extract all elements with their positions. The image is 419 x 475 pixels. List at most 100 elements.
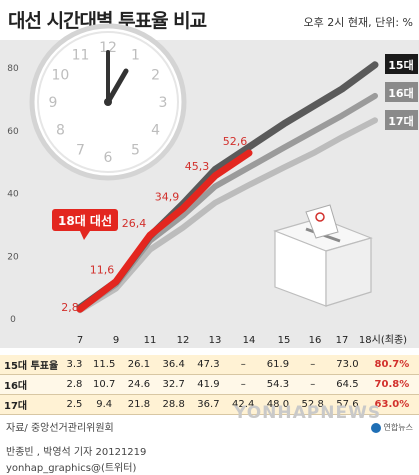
row-label: 16대 — [0, 374, 62, 395]
table-cell: 32.7 — [156, 374, 192, 395]
x-tick-label: 13 — [209, 335, 222, 346]
y-tick-label: 80 — [7, 64, 19, 74]
table-cell: 42.4 — [225, 394, 261, 415]
data-label: 34,9 — [155, 191, 180, 204]
clock-number: 1 — [131, 47, 140, 63]
data-label: 45,3 — [185, 160, 210, 173]
y-tick-label: 60 — [7, 127, 19, 137]
x-tick-label: 17 — [336, 335, 349, 346]
x-tick-label: 16 — [309, 335, 322, 346]
series-end-tag — [385, 54, 418, 74]
x-tick-label: 11 — [144, 335, 157, 346]
clock-number: 9 — [49, 95, 58, 111]
source-note: 자료/ 중앙선거관리위원회 — [6, 423, 114, 434]
footer: 자료/ 중앙선거관리위원회 반종빈 , 박영석 기자 20121219 yonh… — [0, 418, 419, 475]
table-cell: 52.8 — [295, 394, 331, 415]
table-cell: – — [295, 355, 331, 375]
table-cell: 73.0 — [330, 355, 365, 375]
x-tick-label: 18시(최종) — [359, 334, 407, 346]
table-cell: 61.9 — [260, 355, 296, 375]
table-row: 15대 투표율 3.3 11.5 26.1 36.4 47.3–61.9–73.0 80.7… — [0, 355, 419, 375]
table-row: 16대 2.8 10.7 24.6 32.7 41.9–54.3–64.5 70.8% — [0, 374, 419, 395]
table-cell: – — [225, 374, 261, 395]
table-cell: 11.5 — [86, 355, 122, 375]
table-cell: 36.7 — [191, 394, 226, 415]
table-cell: 2.8 — [62, 374, 87, 395]
legend-tag-label: 18대 대선 — [58, 213, 112, 228]
clock-number: 11 — [72, 47, 90, 63]
series-end-label: 17대 — [388, 114, 413, 128]
clock-number: 7 — [76, 143, 85, 159]
table-row: 17대 2.5 9.4 21.8 28.8 36.7 42.4 48.0 52.8 57.6 63.… — [0, 394, 419, 415]
clock-number: 4 — [151, 123, 160, 139]
table-cell: 57.6 — [330, 394, 365, 415]
series-end-label: 16대 — [388, 86, 413, 100]
logo-icon — [371, 422, 381, 433]
series-line — [76, 149, 253, 313]
clock-number: 3 — [159, 95, 168, 111]
clock-hour-hand — [105, 68, 129, 105]
table-cell: 41.9 — [191, 374, 226, 395]
y-axis: 0 20 40 60 80 — [7, 64, 19, 325]
series-line — [77, 117, 378, 314]
table-cell: 2.5 — [62, 394, 87, 415]
x-tick-label: 14 — [243, 335, 256, 346]
series-end-tag — [385, 82, 418, 102]
ballot-box-illustration — [273, 204, 373, 307]
table-cell: 24.6 — [121, 374, 157, 395]
y-tick-label: 20 — [7, 252, 19, 262]
table-cell: 10.7 — [86, 374, 122, 395]
ballot-paper — [305, 204, 339, 239]
legend-tag-18 — [52, 209, 118, 231]
table-cell: 26.1 — [121, 355, 157, 375]
legend-tags: 15대 16대 17대 — [385, 54, 418, 130]
table-cell: 36.4 — [156, 355, 192, 375]
row-label: 15대 투표율 — [0, 355, 62, 375]
x-tick-label: 15 — [278, 335, 291, 346]
x-axis: 7 9 11 12 13 14 15 16 17 18시(최종) — [77, 334, 407, 346]
byline: 반종빈 , 박영석 기자 20121219 — [6, 447, 147, 458]
clock-number: 5 — [131, 143, 140, 159]
data-table: 15대 투표율 3.3 11.5 26.1 36.4 47.3–61.9–73.0 80.7… — [0, 355, 419, 415]
table-cell: 47.3 — [191, 355, 226, 375]
logo-text: 연합뉴스 — [383, 423, 413, 432]
x-tick-label: 9 — [113, 335, 119, 346]
title-bar: 대선 시간대별 투표율 비교 오후 2시 현재, 단위: % — [0, 0, 419, 40]
clock-number: 6 — [104, 150, 113, 166]
series-end-tag — [385, 110, 418, 130]
x-tick-label: 7 — [77, 335, 83, 346]
table-cell: 3.3 — [62, 355, 87, 375]
data-label: 11,6 — [90, 264, 115, 277]
unit-note: 오후 2시 현재, 단위: % — [303, 16, 413, 29]
table-cell: 80.7% — [364, 355, 419, 375]
clock-center — [104, 98, 112, 106]
contact: yonhap_graphics@(트위터) — [6, 463, 137, 474]
table-cell: 28.8 — [156, 394, 192, 415]
table-cell: 54.3 — [260, 374, 296, 395]
table-cell: 70.8% — [364, 374, 419, 395]
data-label: 52,6 — [223, 135, 248, 148]
y-tick-label: 0 — [10, 315, 16, 325]
x-tick-label: 12 — [177, 335, 190, 346]
table-cell: 48.0 — [260, 394, 296, 415]
data-label: 2,8 — [61, 301, 79, 314]
table-cell: – — [225, 355, 261, 375]
clock-number: 2 — [151, 68, 160, 84]
table-cell: – — [295, 374, 331, 395]
clock-number: 10 — [51, 68, 69, 84]
chart-title: 대선 시간대별 투표율 비교 — [8, 10, 207, 32]
y-tick-label: 40 — [7, 190, 19, 200]
yonhap-logo: 연합뉴스 — [371, 422, 413, 433]
clock-number: 12 — [99, 40, 117, 56]
clock-rim — [37, 31, 179, 173]
data-labels: 2,8 11,6 26,4 34,9 45,3 52,6 18대 대선 — [52, 135, 247, 314]
table-cell: 9.4 — [86, 394, 122, 415]
ballot-stamp-mark — [315, 212, 325, 222]
data-label: 26,4 — [122, 217, 147, 230]
series-lines — [76, 61, 379, 314]
legend-tag-pointer — [80, 231, 90, 240]
